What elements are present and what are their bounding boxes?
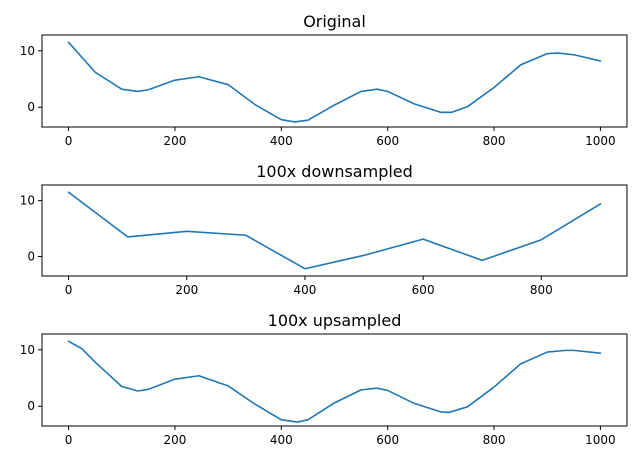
- x-tick-label-downsampled-600: 600: [412, 283, 435, 297]
- series-line-downsampled: [67, 191, 602, 270]
- axes-frame-upsampled: [41, 333, 628, 427]
- x-tick-label-original-800: 800: [483, 134, 506, 148]
- axes-frame-downsampled: [41, 184, 628, 277]
- y-tick-label-downsampled-10: 10: [20, 194, 35, 208]
- series-line-upsampled: [67, 340, 602, 423]
- chart-title-upsampled: 100x upsampled: [268, 311, 402, 330]
- x-tick-label-original-600: 600: [376, 134, 399, 148]
- x-tick-label-original-400: 400: [270, 134, 293, 148]
- y-tick-label-downsampled-0: 0: [27, 249, 35, 263]
- y-tick-label-upsampled-10: 10: [20, 343, 35, 357]
- x-tick-label-upsampled-600: 600: [376, 433, 399, 447]
- x-tick-label-upsampled-400: 400: [270, 433, 293, 447]
- x-tick-label-original-1000: 1000: [585, 134, 616, 148]
- x-tick-label-original-200: 200: [164, 134, 187, 148]
- chart-title-original: Original: [303, 12, 366, 31]
- x-tick-label-upsampled-800: 800: [483, 433, 506, 447]
- x-tick-label-upsampled-1000: 1000: [585, 433, 616, 447]
- x-tick-label-original-0: 0: [65, 134, 73, 148]
- subplot-downsampled: 100x downsampled 0 200 400 600 800 0 10: [20, 162, 628, 297]
- x-tick-label-upsampled-0: 0: [65, 433, 73, 447]
- x-tick-label-upsampled-200: 200: [164, 433, 187, 447]
- y-tick-label-upsampled-0: 0: [27, 399, 35, 413]
- axes-frame-original: [41, 34, 628, 128]
- series-line-original: [67, 41, 602, 123]
- subplot-upsampled: 100x upsampled 0 200 400 600 800 1000 0 10: [20, 311, 628, 447]
- x-tick-label-downsampled-0: 0: [65, 283, 73, 297]
- y-tick-label-original-10: 10: [20, 44, 35, 58]
- x-tick-label-downsampled-800: 800: [530, 283, 553, 297]
- y-tick-label-original-0: 0: [27, 100, 35, 114]
- subplot-original: Original 0 200 400 600 800 1000 0 10: [20, 12, 628, 148]
- x-tick-label-downsampled-200: 200: [175, 283, 198, 297]
- x-tick-label-downsampled-400: 400: [294, 283, 317, 297]
- chart-title-downsampled: 100x downsampled: [256, 162, 413, 181]
